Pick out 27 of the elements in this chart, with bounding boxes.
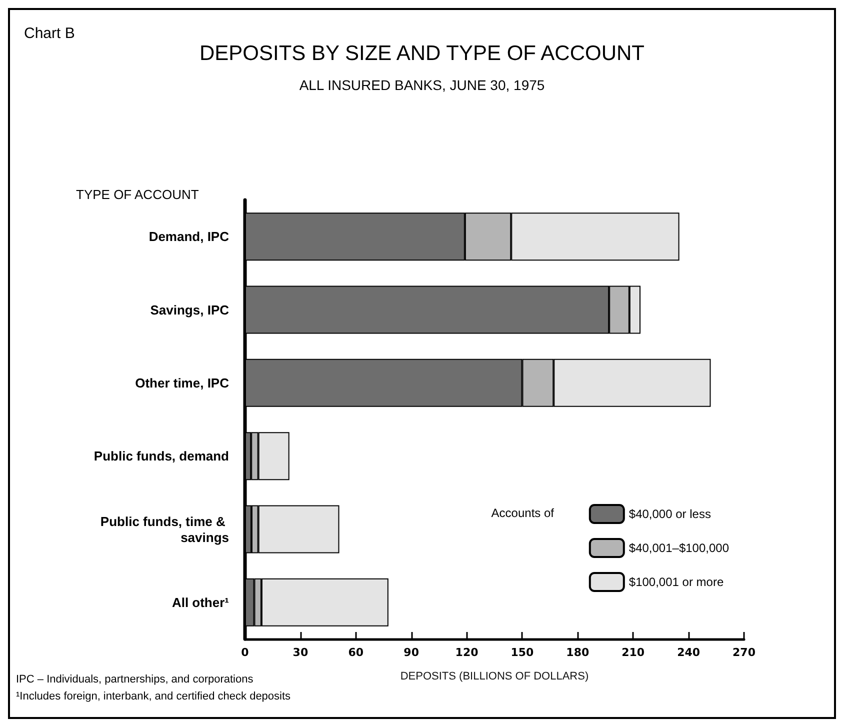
x-tick-label: 180 xyxy=(566,646,590,659)
y-tick-label: Other time, IPC xyxy=(135,375,230,390)
y-tick-label: Public funds, demand xyxy=(94,448,230,464)
x-axis-title: DEPOSITS (BILLIONS OF DOLLARS) xyxy=(400,670,589,682)
y-tick-label: Savings, IPC xyxy=(150,302,230,318)
text: Chart B xyxy=(24,25,75,42)
x-tick-label: 150 xyxy=(510,646,534,659)
text: IPC – Individuals, partnerships, and corporations xyxy=(16,674,254,686)
legend-label: $40,001–$100,000 xyxy=(628,541,730,555)
x-tick-label: 210 xyxy=(622,646,645,659)
y-tick-label: Demand, IPC xyxy=(148,229,230,244)
legend-title: Accounts of xyxy=(491,506,555,520)
chart-subtitle: ALL INSURED BANKS, JUNE 30, 1975 xyxy=(299,77,545,93)
legend-label: $40,000 or less xyxy=(628,507,711,521)
x-tick-label: 0 xyxy=(241,646,250,659)
y-axis-title: TYPE OF ACCOUNT xyxy=(76,187,199,202)
y-tick-label: Public funds, time & savings xyxy=(100,514,229,545)
x-tick-label: 270 xyxy=(732,646,756,659)
x-tick-label: 240 xyxy=(677,646,700,659)
x-tick-label: 60 xyxy=(348,646,364,659)
legend-label: $100,001 or more xyxy=(628,575,724,589)
x-tick-label: 120 xyxy=(455,646,479,659)
y-tick-label: All other¹ xyxy=(172,594,229,610)
text: ¹Includes foreign, interbank, and certified check deposits xyxy=(16,690,292,702)
x-tick-label: 90 xyxy=(404,646,420,659)
x-tick-label: 30 xyxy=(292,646,308,659)
chart-title: DEPOSITS BY SIZE AND TYPE OF ACCOUNT xyxy=(200,42,645,65)
